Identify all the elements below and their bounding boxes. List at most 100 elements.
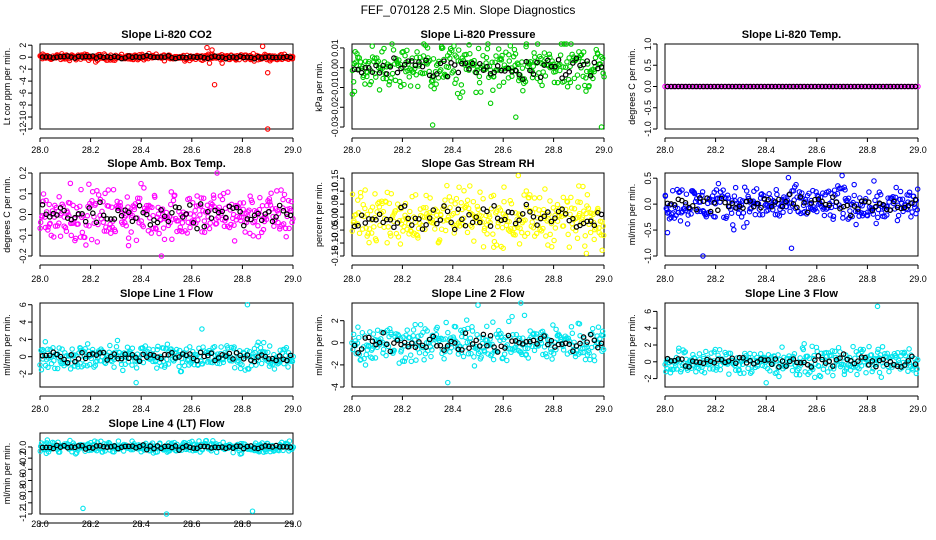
- x-tick-label: 28.2: [82, 519, 100, 529]
- data-point: [81, 362, 87, 368]
- data-point: [406, 74, 413, 80]
- reference-point: [172, 204, 179, 210]
- reference-point: [93, 219, 100, 226]
- data-point: [169, 236, 175, 243]
- data-point: [197, 212, 203, 218]
- chart-title: Slope Sample Flow: [741, 158, 842, 170]
- data-point: [731, 193, 738, 199]
- reference-point: [898, 83, 904, 90]
- data-point: [519, 65, 526, 71]
- data-point: [165, 361, 172, 367]
- y-tick-label: -0.01: [330, 77, 340, 98]
- data-point: [561, 41, 567, 47]
- reference-point: [527, 209, 533, 215]
- data-point: [878, 210, 885, 216]
- reference-point: [434, 71, 440, 77]
- data-point: [531, 330, 537, 337]
- reference-point: [444, 208, 451, 215]
- reference-point: [476, 60, 483, 67]
- reference-point: [530, 71, 537, 77]
- reference-point: [671, 83, 678, 90]
- reference-point: [405, 58, 412, 64]
- reference-point: [158, 54, 164, 60]
- data-point: [459, 89, 466, 95]
- data-point: [394, 201, 401, 207]
- data-point: [685, 212, 691, 218]
- data-point: [531, 50, 537, 56]
- reference-point: [394, 69, 401, 76]
- reference-point: [136, 54, 143, 61]
- outlier-point: [515, 172, 522, 179]
- data-point: [716, 346, 723, 353]
- reference-point: [851, 203, 858, 209]
- data-point: [574, 72, 581, 78]
- data-point: [160, 225, 167, 231]
- data-point: [455, 58, 462, 64]
- data-point: [86, 223, 92, 229]
- x-tick-label: 28.0: [343, 404, 361, 414]
- data-point: [198, 195, 204, 201]
- data-point: [213, 220, 220, 227]
- reference-point: [537, 74, 544, 81]
- data-point: [164, 356, 170, 363]
- data-point: [285, 364, 291, 370]
- data-point: [490, 319, 496, 325]
- reference-point: [387, 64, 394, 70]
- reference-point: [711, 199, 718, 206]
- x-tick-label: 28.4: [444, 274, 462, 284]
- reference-point: [718, 195, 725, 202]
- data-point: [841, 184, 848, 191]
- reference-point: [208, 215, 215, 221]
- reference-point: [269, 218, 276, 225]
- data-point: [539, 82, 545, 89]
- data-point: [266, 196, 273, 202]
- data-point: [376, 204, 383, 210]
- reference-point: [887, 83, 894, 90]
- data-point: [376, 87, 383, 93]
- outlier-point: [244, 301, 251, 308]
- plot-frame: [351, 43, 605, 130]
- data-point: [464, 229, 471, 236]
- data-point: [577, 349, 584, 356]
- reference-point: [808, 200, 815, 206]
- data-point: [519, 59, 525, 65]
- y-tick-label: -0.5: [643, 222, 653, 238]
- reference-point: [833, 199, 840, 206]
- reference-point: [355, 66, 361, 73]
- data-point: [814, 208, 820, 215]
- data-point: [406, 220, 412, 227]
- data-point: [469, 324, 475, 330]
- data-point: [269, 361, 276, 367]
- reference-point: [901, 83, 908, 90]
- outlier-point: [204, 44, 210, 51]
- data-point: [512, 51, 519, 57]
- reference-point: [693, 206, 700, 213]
- data-point: [876, 369, 883, 376]
- data-series: [349, 41, 607, 130]
- reference-point: [43, 352, 49, 359]
- data-point: [477, 189, 483, 195]
- reference-point: [380, 62, 386, 69]
- data-point: [170, 197, 177, 204]
- data-point: [280, 221, 287, 227]
- data-point: [866, 343, 872, 350]
- data-point: [507, 43, 514, 49]
- data-point: [875, 346, 881, 353]
- y-tick-label: 4: [643, 326, 653, 331]
- data-point: [82, 234, 88, 241]
- data-point: [234, 213, 240, 220]
- data-point: [533, 230, 540, 237]
- data-point: [788, 83, 795, 90]
- data-point: [525, 355, 532, 361]
- reference-point: [733, 83, 739, 90]
- data-point: [369, 204, 376, 210]
- data-point: [369, 355, 376, 361]
- reference-point: [804, 83, 811, 90]
- data-point: [558, 41, 565, 47]
- reference-point: [358, 212, 365, 218]
- data-point: [521, 192, 527, 198]
- reference-point: [473, 69, 480, 76]
- reference-point: [822, 201, 829, 208]
- data-point: [91, 364, 97, 370]
- reference-point: [584, 218, 590, 225]
